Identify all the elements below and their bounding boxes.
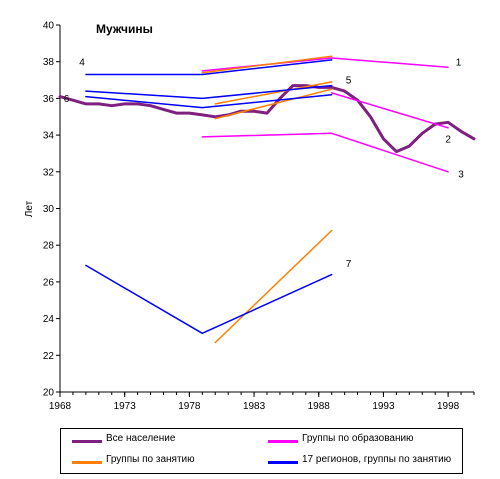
- x-tick-label: 1968: [49, 401, 72, 412]
- y-tick-label: 36: [43, 94, 55, 105]
- annotation-label: 2: [445, 134, 451, 145]
- series-lines: [58, 55, 476, 344]
- series-line: [85, 93, 333, 109]
- y-axis-label: Лет: [24, 200, 35, 217]
- series-line: [214, 229, 333, 344]
- legend-label-all-population: Все население: [106, 433, 176, 444]
- series-line: [85, 264, 333, 335]
- x-tick-label: 1998: [437, 401, 460, 412]
- y-tick-label: 24: [43, 314, 55, 325]
- x-tick-label: 1978: [178, 401, 201, 412]
- legend: Все население Группы по образованию Груп…: [60, 428, 463, 474]
- annotation-label: 3: [458, 169, 464, 180]
- y-tick-label: 30: [43, 204, 55, 215]
- y-tick-label: 32: [43, 167, 55, 178]
- series-line: [201, 132, 449, 173]
- y-tick-label: 28: [43, 241, 55, 252]
- legend-swatch-17-regions: [268, 461, 298, 464]
- annotation-label: 5: [346, 76, 352, 87]
- x-tick-label: 1983: [243, 401, 266, 412]
- y-tick-label: 22: [43, 351, 55, 362]
- series-line: [85, 84, 333, 100]
- x-tick-label: 1993: [372, 401, 395, 412]
- series-line: [85, 59, 333, 76]
- line-annotations: 1 2 3 4 5 6 7: [64, 57, 465, 270]
- x-tick-label: 1973: [114, 401, 137, 412]
- series-line: [58, 84, 476, 154]
- legend-label-education-groups: Группы по образованию: [302, 433, 414, 444]
- y-tick-label: 40: [43, 21, 55, 32]
- series-line: [201, 55, 333, 74]
- annotation-label: 7: [346, 259, 352, 270]
- series-line: [330, 92, 449, 129]
- series-line: [214, 81, 333, 105]
- annotation-label: 6: [64, 94, 70, 105]
- legend-swatch-all-population: [72, 440, 102, 443]
- annotation-label: 4: [79, 57, 85, 68]
- legend-label-17-regions: 17 регионов, группы по занятию: [302, 454, 452, 465]
- x-tick-label: 1988: [308, 401, 331, 412]
- legend-label-occupation-groups: Группы по занятию: [106, 454, 195, 465]
- y-tick-label: 26: [43, 277, 55, 288]
- series-line: [214, 88, 333, 120]
- annotation-label: 1: [456, 57, 462, 68]
- y-tick-label: 38: [43, 57, 55, 68]
- chart-title: Мужчины: [96, 22, 153, 36]
- y-tick-label: 34: [43, 131, 55, 142]
- legend-swatch-education-groups: [268, 440, 298, 443]
- y-tick-label: 20: [43, 388, 55, 399]
- legend-swatch-occupation-groups: [72, 461, 102, 464]
